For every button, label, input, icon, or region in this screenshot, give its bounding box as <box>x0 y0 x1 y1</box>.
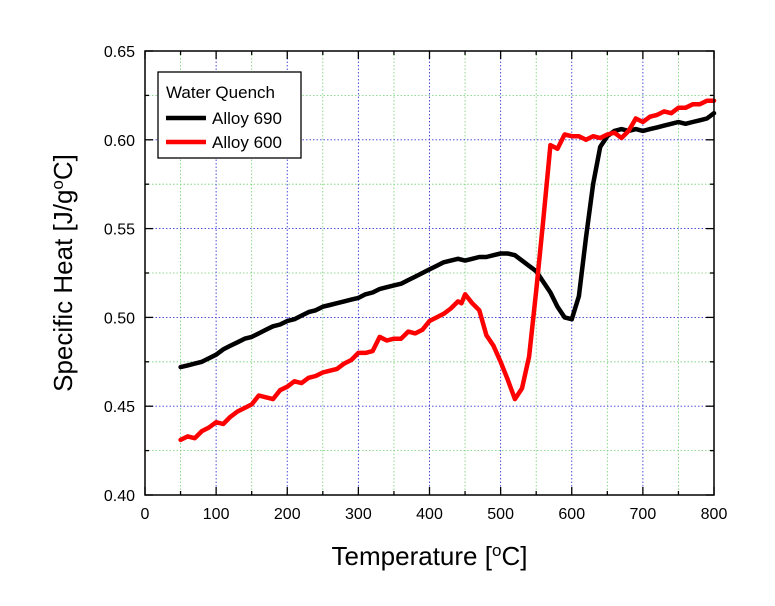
y-axis-unit-rest: C] <box>48 154 78 180</box>
legend-label-alloy-690: Alloy 690 <box>212 109 282 128</box>
y-axis-unit-sup: o <box>48 180 67 189</box>
x-tick-label: 600 <box>558 506 585 523</box>
y-tick-label: 0.45 <box>104 399 135 416</box>
x-axis-title: Temperature [oC] <box>332 541 528 572</box>
legend-title: Water Quench <box>166 83 275 102</box>
x-tick-label: 200 <box>274 506 301 523</box>
x-tick-label: 800 <box>701 506 728 523</box>
x-tick-label: 400 <box>416 506 443 523</box>
series-lines <box>178 98 717 443</box>
y-tick-label: 0.40 <box>104 488 135 505</box>
y-axis-title: Specific Heat [J/goC] <box>48 154 79 392</box>
y-tick-label: 0.65 <box>104 44 135 61</box>
legend-label-alloy-600: Alloy 600 <box>212 133 282 152</box>
x-tick-label: 100 <box>203 506 230 523</box>
x-axis-unit-sup: o <box>492 541 501 560</box>
y-tick-label: 0.60 <box>104 133 135 150</box>
series-line-alloy-690 <box>178 110 717 370</box>
y-tick-labels: 0.40 0.45 0.50 0.55 0.60 0.65 <box>104 44 135 505</box>
y-tick-label: 0.55 <box>104 222 135 239</box>
x-axis-label: Temperature <box>332 541 478 571</box>
y-axis-unit-open: [J/g <box>48 190 78 239</box>
x-tick-labels: 0 100 200 300 400 500 600 700 800 <box>141 506 728 523</box>
y-tick-label: 0.50 <box>104 310 135 327</box>
y-axis-label: Specific Heat <box>48 238 78 392</box>
series-line-alloy-600 <box>178 98 717 443</box>
x-axis-unit-open: [ <box>478 541 493 571</box>
x-tick-label: 700 <box>630 506 657 523</box>
x-tick-label: 0 <box>141 506 150 523</box>
legend: Water Quench Alloy 690 Alloy 600 <box>157 71 302 159</box>
grid <box>145 51 714 495</box>
x-tick-label: 300 <box>345 506 372 523</box>
axis-ticks <box>144 50 715 496</box>
x-tick-label: 500 <box>487 506 514 523</box>
x-axis-unit-rest: C] <box>501 541 527 571</box>
